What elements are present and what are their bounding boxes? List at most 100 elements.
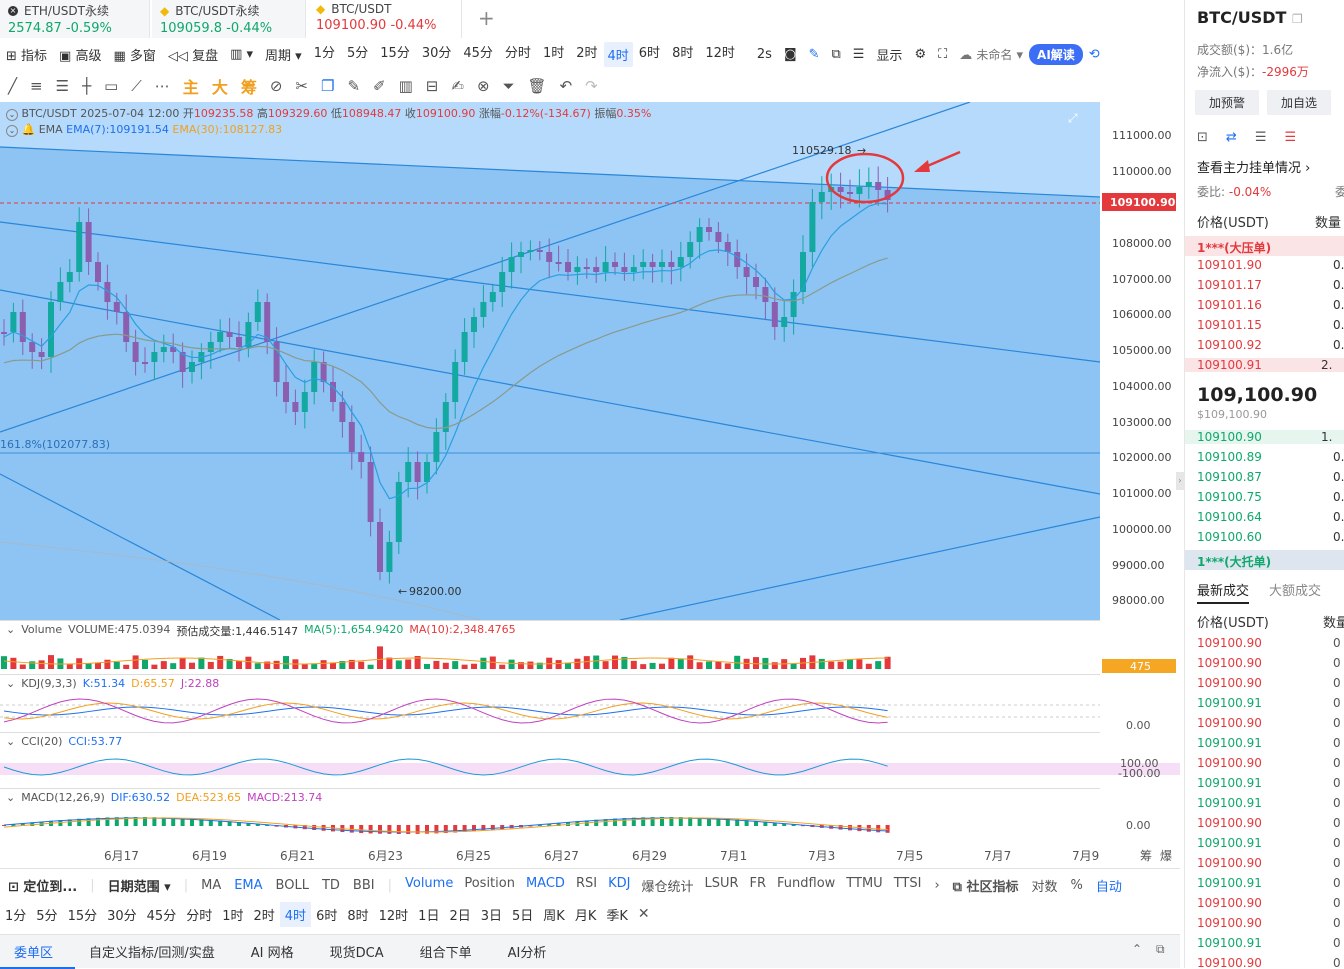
period-10[interactable]: 8时 (347, 908, 369, 924)
interval-3[interactable]: 30分 (421, 45, 452, 61)
sub-indicator-4[interactable]: KDJ (608, 876, 631, 891)
add-favorite-button[interactable]: 加自选 (1267, 90, 1332, 115)
main-indicator-0[interactable]: MA (201, 878, 222, 893)
layout-icon[interactable]: ⧉ (831, 46, 841, 62)
period-17[interactable]: 月K (574, 908, 597, 924)
close-icon[interactable]: × (8, 5, 18, 16)
bottom-tab-0[interactable]: 委单区 (0, 934, 76, 969)
sub-indicator-5[interactable]: 爆仓统计 (641, 880, 694, 895)
period-1[interactable]: 5分 (36, 908, 58, 924)
sub-indicator-1[interactable]: Position (464, 876, 515, 891)
big-tool[interactable]: 大 (211, 78, 228, 97)
period-12[interactable]: 1日 (418, 908, 440, 924)
interval-6[interactable]: 1时 (542, 45, 565, 61)
interval-4[interactable]: 45分 (463, 45, 493, 61)
sub-indicator-10[interactable]: TTSI (893, 876, 922, 891)
cross-line-icon[interactable]: ┼ (82, 77, 92, 95)
replay-button[interactable]: ◁◁ 复盘 (167, 48, 219, 64)
filter-icon[interactable]: ⏷ (502, 77, 515, 95)
interval-11[interactable]: 12时 (705, 45, 735, 61)
orderbook-asks-icon[interactable]: ☰ (1254, 130, 1285, 145)
bid-row[interactable]: 109100.60 0. (1197, 530, 1344, 544)
collapse-icon[interactable]: ⌄ (6, 125, 18, 137)
collapse-icon[interactable]: ⌄ (6, 677, 16, 690)
main-indicator-3[interactable]: TD (321, 878, 340, 893)
copy-icon[interactable]: ❐ (321, 77, 335, 95)
collapse-icon[interactable]: ⌄ (6, 791, 16, 804)
sub-indicator-0[interactable]: Volume (404, 876, 454, 891)
bid-row[interactable]: 109100.90 1. (1185, 430, 1344, 444)
ask-row[interactable]: 109100.91 2. (1185, 358, 1344, 372)
log-toggle[interactable]: 对数 (1031, 880, 1058, 895)
panel-collapse-handle[interactable]: › (1176, 472, 1184, 490)
interval-9[interactable]: 6时 (638, 45, 661, 61)
close-icon[interactable]: ✕ (637, 906, 650, 922)
x-right-label[interactable]: 筹 (1140, 849, 1152, 863)
indicator-button[interactable]: ⊞ 指标 (6, 48, 48, 64)
ask-row[interactable]: 109101.16 0. (1197, 298, 1344, 312)
ask-row[interactable]: 109101.15 0. (1197, 318, 1344, 332)
period-13[interactable]: 2日 (449, 908, 471, 924)
period-3[interactable]: 30分 (107, 908, 137, 924)
share-icon[interactable]: ⟲ (1088, 46, 1100, 62)
chevron-right-icon[interactable]: › (934, 878, 940, 893)
ray-icon[interactable]: ⟋ (131, 77, 142, 95)
bottom-tab-5[interactable]: AI分析 (507, 946, 547, 961)
collapse-icon[interactable]: ⌄ (6, 623, 16, 636)
lock-icon[interactable]: ⊟ (425, 77, 439, 95)
pen-icon[interactable]: ✎ (808, 46, 820, 62)
sub-indicator-2[interactable]: MACD (525, 876, 565, 891)
fullscreen-icon[interactable]: ⛶ (938, 46, 948, 62)
chevron-up-icon[interactable]: ⌃ (1132, 942, 1143, 956)
interval-5[interactable]: 分时 (504, 45, 531, 61)
period-6[interactable]: 1时 (222, 908, 244, 924)
undo-icon[interactable]: ↶ (559, 77, 573, 95)
expand-icon[interactable]: ⤢ (1067, 111, 1078, 125)
auto-toggle[interactable]: 自动 (1095, 880, 1122, 895)
locate-button[interactable]: ⊡ 定位到... (8, 880, 78, 895)
hline-icon[interactable]: ≡ (30, 77, 43, 95)
sub-indicator-3[interactable]: RSI (575, 876, 598, 891)
period-dropdown[interactable]: 周期 ▾ (265, 48, 302, 64)
interval-7[interactable]: 2时 (576, 45, 598, 61)
community-indicator-button[interactable]: ⧉ 社区指标 (952, 880, 1019, 895)
period-15[interactable]: 5日 (512, 908, 534, 924)
ask-row[interactable]: 109100.92 0. (1197, 338, 1344, 352)
magnet-icon[interactable]: ⊘ (269, 77, 283, 95)
period-5[interactable]: 分时 (186, 908, 213, 924)
period-2[interactable]: 15分 (67, 908, 98, 924)
period-4[interactable]: 45分 (146, 908, 177, 924)
chips-tool[interactable]: 筹 (240, 78, 257, 97)
bid-row[interactable]: 109100.87 0. (1197, 470, 1344, 484)
link-icon[interactable]: ⊗ (476, 77, 490, 95)
main-indicator-4[interactable]: BBI (352, 878, 375, 893)
bottom-tab-3[interactable]: 现货DCA (329, 946, 384, 961)
large-trades-tab[interactable]: 大额成交 (1269, 584, 1322, 599)
bars-icon[interactable]: ▥ (398, 77, 413, 95)
orderbook-mode-icon[interactable]: ⇄ (1225, 130, 1255, 145)
ask-row[interactable]: 109101.90 0. (1197, 258, 1344, 272)
main-tool[interactable]: 主 (182, 78, 199, 97)
copy-icon[interactable]: ❐ (1291, 12, 1303, 26)
add-alert-button[interactable]: 加预警 (1195, 90, 1260, 115)
x-right-label[interactable]: 爆 (1160, 849, 1172, 863)
trash-icon[interactable]: 🗑 (527, 77, 547, 95)
main-indicator-1[interactable]: EMA (234, 878, 263, 893)
period-16[interactable]: 周K (543, 908, 565, 924)
edit-icon[interactable]: ✍ (451, 77, 464, 95)
menu-icon[interactable]: ☰ (852, 46, 865, 62)
add-tab-icon[interactable]: + (478, 6, 495, 30)
period-7[interactable]: 2时 (253, 908, 275, 924)
bottom-tab-1[interactable]: 自定义指标/回测/实盘 (89, 946, 215, 961)
ask-row[interactable]: 109101.17 0. (1197, 278, 1344, 292)
tab-btc-perp[interactable]: ◆ BTC/USDT永续 109059.8 -0.44% (152, 0, 306, 38)
brush-icon[interactable]: ✐ (373, 77, 386, 95)
trendline-icon[interactable]: ╱ (8, 77, 18, 95)
interval-1[interactable]: 5分 (347, 45, 369, 61)
tab-eth-perp[interactable]: × ETH/USDT永续 2574.87 -0.59% (0, 0, 150, 38)
interval-0[interactable]: 1分 (313, 45, 335, 61)
period-9[interactable]: 6时 (316, 908, 338, 924)
latest-trades-tab[interactable]: 最新成交 (1197, 580, 1250, 604)
depth-link[interactable]: 查看主力挂单情况 › (1197, 161, 1311, 176)
collapse-icon[interactable]: ⌄ (6, 735, 16, 748)
